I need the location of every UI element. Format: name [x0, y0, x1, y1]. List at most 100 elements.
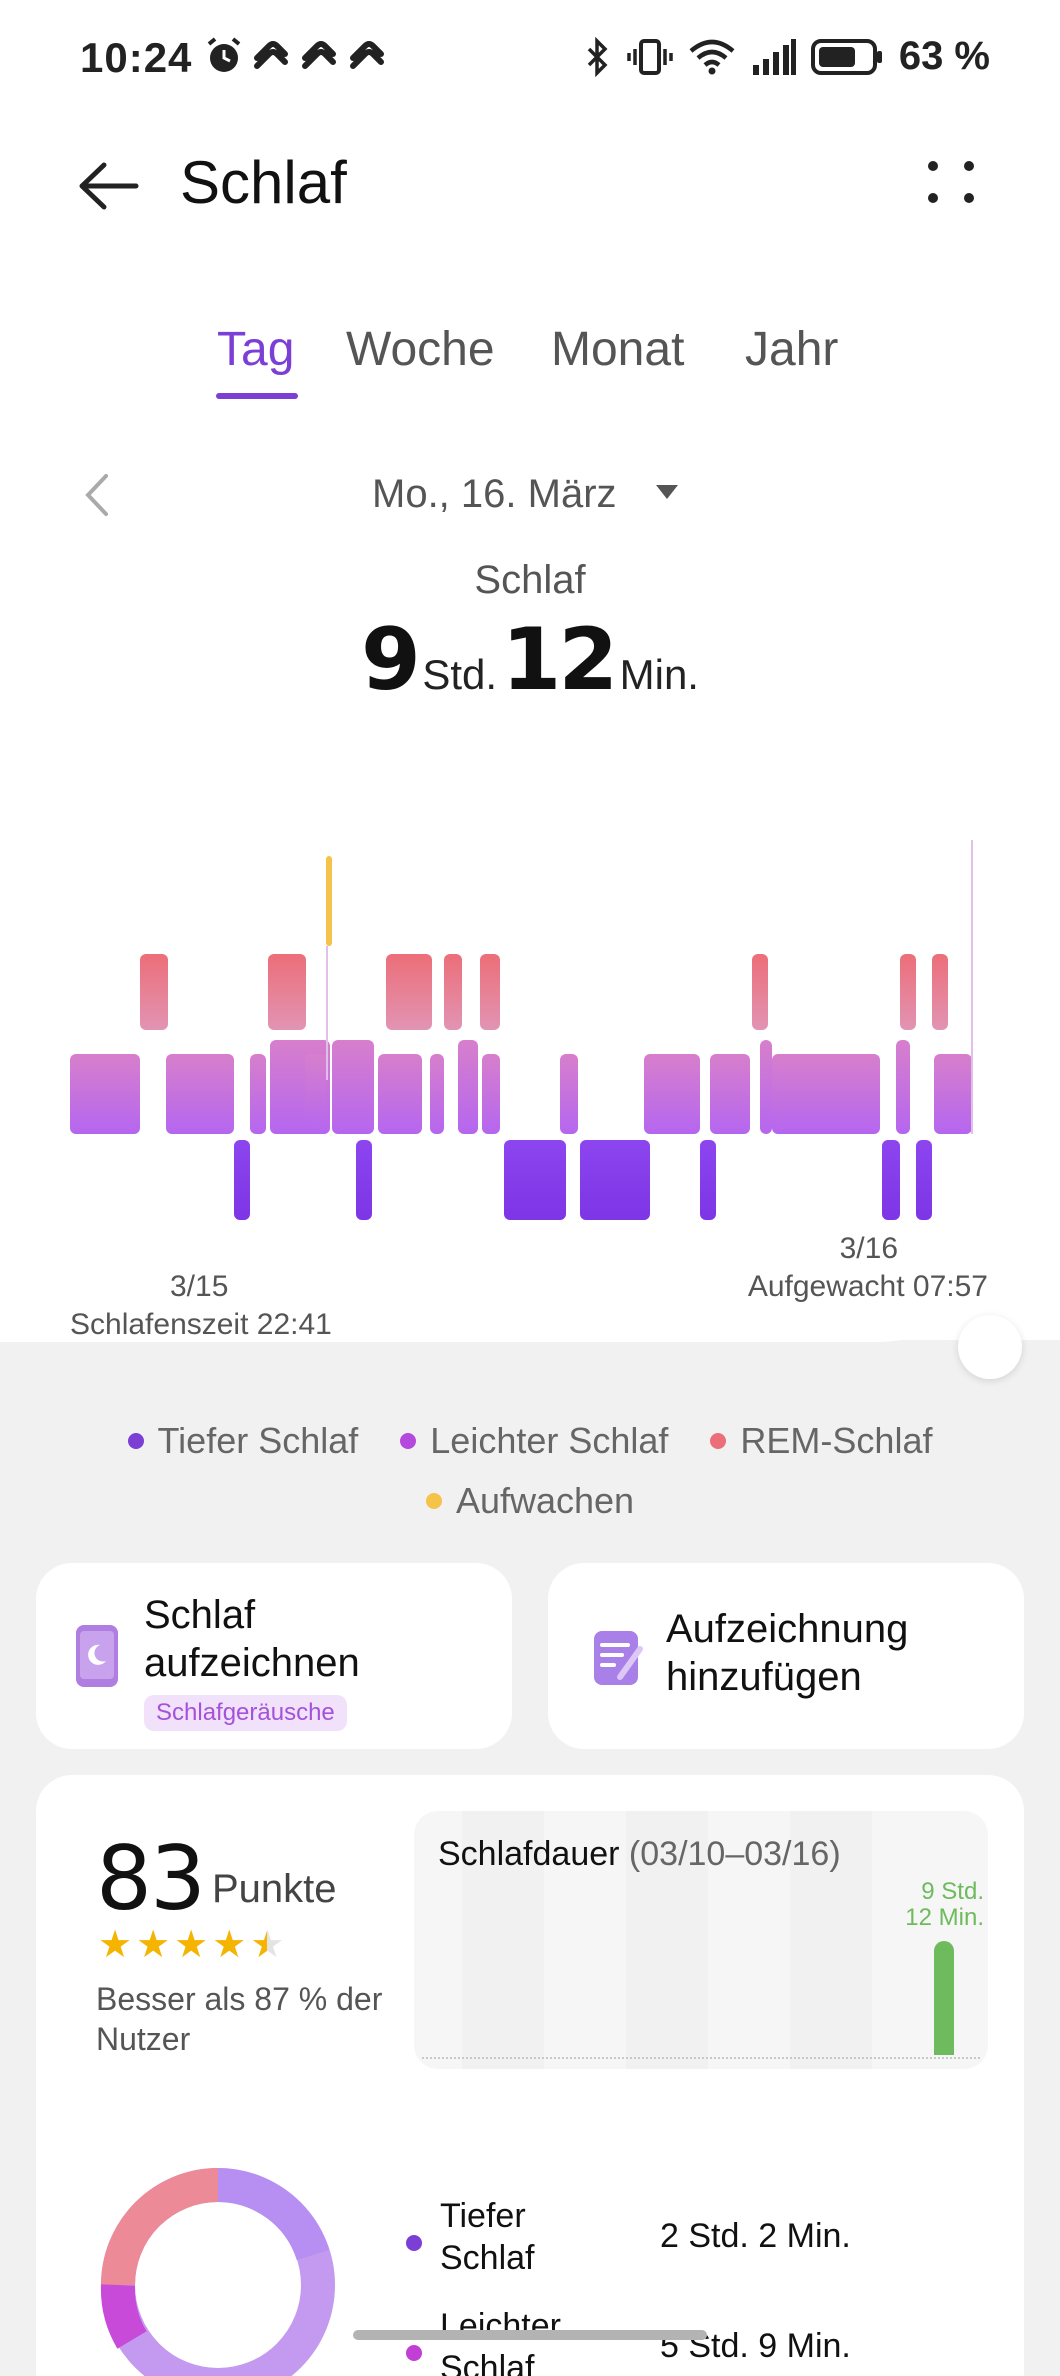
panel-curve: [0, 1300, 1060, 1342]
legend-awake-label: Aufwachen: [455, 1480, 635, 1521]
chart-baseline: [422, 2057, 980, 2059]
duration-chart-title: Schlafdauer (03/10–03/16): [438, 1835, 841, 1874]
half-star-icon: ★: [250, 1924, 285, 1966]
stat-deep-name-line2: Schlaf: [440, 2239, 535, 2277]
chevron-left-icon: [85, 474, 108, 516]
wakeup-text: Aufgewacht 07:57: [747, 1270, 988, 1303]
stat-light-name-line1: Leichter: [440, 2307, 561, 2345]
rem-sleep-segments: [140, 954, 948, 1030]
status-time: 10:24: [80, 34, 193, 81]
record-sleep-card[interactable]: Schlaf aufzeichnen Schlafgeräusche: [36, 1563, 512, 1749]
stat-light-name-line2: Schlaf: [440, 2349, 535, 2376]
legend-rem-label: REM-Schlaf: [740, 1420, 933, 1461]
legend-rem: REM-Schlaf: [710, 1420, 932, 1462]
stat-deep-name-line1: Tiefer: [440, 2197, 526, 2235]
start-date: 3/15: [170, 1270, 229, 1303]
legend-deep: Tiefer Schlaf: [127, 1420, 359, 1462]
battery-percent: 63 %: [898, 34, 990, 78]
star-rating: ★ ★ ★ ★ ★: [98, 1925, 284, 1965]
tab-indicator: [216, 393, 298, 399]
chart-column: [626, 1811, 708, 2069]
tab-monat[interactable]: Monat: [551, 323, 685, 376]
vibrate-icon: [627, 38, 673, 75]
stage-transitions: [326, 840, 973, 1134]
awake-segment: [326, 856, 332, 946]
battery-icon: [810, 38, 882, 75]
back-button[interactable]: [72, 150, 144, 222]
end-date: 3/16: [839, 1232, 898, 1265]
stat-deep-name: Tiefer Schlaf: [440, 2195, 660, 2279]
record-sleep-title: Schlaf aufzeichnen: [144, 1591, 360, 1687]
deep-sleep-segments: [234, 1140, 932, 1220]
tab-jahr[interactable]: Jahr: [745, 323, 839, 376]
sleep-duration: 9 Std. 12 Min.: [0, 610, 1060, 710]
sleep-hypnogram[interactable]: [60, 840, 1000, 1240]
stat-light-name: Leichter Schlaf: [440, 2305, 660, 2376]
bedtime-text: Schlafenszeit 22:41: [70, 1308, 332, 1341]
wakeup-label: 3/16 Aufgewacht 07:57: [748, 1230, 988, 1306]
legend-light: Leichter Schlaf: [400, 1420, 668, 1462]
legend-light-label: Leichter Schlaf: [430, 1420, 669, 1461]
add-title-line2: hinzufügen: [666, 1655, 862, 1699]
caret-down-icon[interactable]: [656, 485, 678, 499]
sleep-sounds-tag: Schlafgeräusche: [144, 1695, 347, 1731]
add-title-line1: Aufzeichnung: [666, 1607, 909, 1651]
wifi-icon: [689, 39, 735, 74]
phone-moon-icon: [76, 1625, 118, 1687]
sleep-score-card[interactable]: 83 Punkte ★ ★ ★ ★ ★ Besser als 87 % der …: [36, 1775, 1024, 2376]
score-unit: Punkte: [212, 1867, 337, 1911]
light-dot: [406, 2345, 422, 2361]
deep-dot: [127, 1433, 144, 1449]
alarm-icon: [207, 37, 241, 72]
more-button[interactable]: [915, 150, 987, 222]
duration-hours: 9: [361, 610, 421, 710]
star-icon: ★: [98, 1924, 133, 1966]
chart-column: [790, 1811, 872, 2069]
duration-minutes-unit: Min.: [619, 651, 699, 698]
previous-day-button[interactable]: [78, 470, 118, 520]
date-picker[interactable]: Mo., 16. März: [372, 472, 617, 516]
duration-bar-label-line1: 9 Std.: [921, 1878, 984, 1905]
awake-dot: [425, 1493, 442, 1509]
health-icon: [350, 41, 384, 69]
health-icon: [302, 41, 336, 69]
deep-dot: [406, 2235, 422, 2251]
legend-awake: Aufwachen: [425, 1480, 635, 1522]
bluetooth-icon: [587, 36, 608, 77]
status-bar: 10:24 63 %: [0, 0, 1060, 120]
page-title: Schlaf: [180, 149, 347, 216]
duration-bar-label: 9 Std. 12 Min.: [905, 1879, 984, 1931]
light-dot: [400, 1433, 417, 1449]
more-icon: [928, 161, 974, 203]
stat-deep-value: 2 Std. 2 Min.: [660, 2217, 851, 2255]
tab-woche[interactable]: Woche: [346, 323, 495, 376]
duration-hours-unit: Std.: [422, 651, 498, 698]
legend-deep-label: Tiefer Schlaf: [157, 1420, 359, 1461]
signal-icon: [752, 38, 796, 75]
score-value: 83: [96, 1827, 206, 1930]
duration-chart-range: (03/10–03/16): [628, 1835, 841, 1873]
star-icon: ★: [174, 1924, 209, 1966]
star-icon: ★: [136, 1924, 171, 1966]
duration-bar: [934, 1941, 954, 2055]
record-title-line1: Schlaf: [144, 1593, 256, 1637]
duration-chart-title-text: Schlafdauer: [438, 1835, 620, 1873]
arrow-left-icon: [79, 162, 139, 210]
health-icon: [254, 41, 288, 69]
add-record-card[interactable]: Aufzeichnung hinzufügen: [548, 1563, 1024, 1749]
star-icon: ★: [212, 1924, 247, 1966]
summary-label: Schlaf: [474, 558, 586, 602]
tab-tag[interactable]: Tag: [217, 323, 295, 376]
duration-bar-label-line2: 12 Min.: [905, 1904, 984, 1931]
bedtime-label: 3/15 Schlafenszeit 22:41: [70, 1268, 332, 1344]
sleep-duration-chart[interactable]: Schlafdauer (03/10–03/16) 9 Std. 12 Min.: [414, 1811, 988, 2069]
chart-scrubber-handle[interactable]: [958, 1315, 1022, 1379]
sleep-stage-donut: [100, 2168, 335, 2376]
chart-column: [462, 1811, 544, 2069]
duration-minutes: 12: [501, 610, 618, 710]
light-sleep-segments: [70, 1040, 972, 1134]
gesture-bar[interactable]: [353, 2330, 707, 2340]
record-title-line2: aufzeichnen: [144, 1641, 360, 1685]
chart-legend: Tiefer Schlaf Leichter Schlaf REM-Schlaf…: [0, 1420, 1060, 1540]
note-edit-icon: [594, 1631, 643, 1685]
